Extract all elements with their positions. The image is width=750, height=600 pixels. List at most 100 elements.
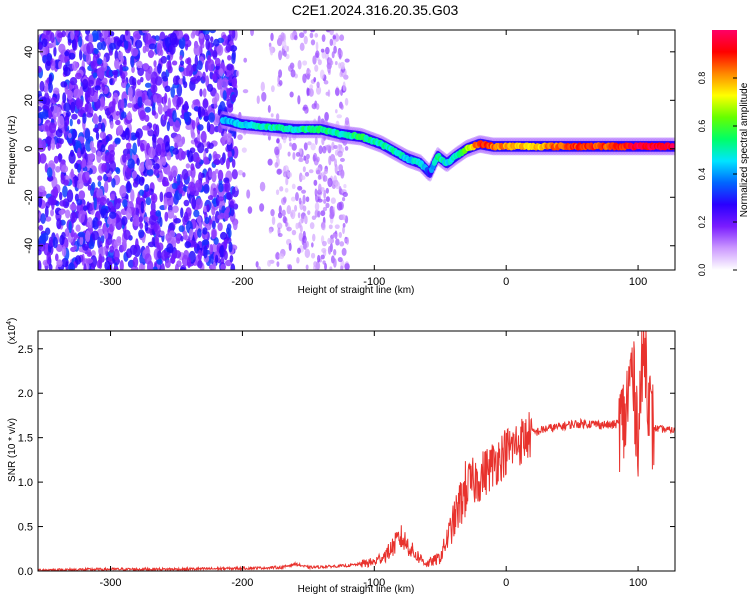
noise-blob	[324, 263, 328, 270]
noise-blob	[183, 110, 190, 123]
noise-blob	[321, 34, 326, 42]
noise-blob	[344, 238, 349, 243]
noise-blob	[302, 235, 307, 244]
noise-blob	[86, 112, 94, 118]
noise-blob	[88, 79, 94, 87]
noise-blob	[172, 147, 179, 155]
noise-blob	[226, 223, 232, 231]
noise-blob	[340, 169, 345, 179]
noise-blob	[340, 214, 347, 221]
noise-blob	[151, 236, 155, 246]
noise-blob	[237, 169, 244, 176]
noise-blob	[277, 233, 283, 238]
noise-blob	[242, 172, 246, 178]
noise-blob	[330, 197, 336, 204]
noise-blob	[56, 259, 63, 268]
noise-blob	[323, 189, 327, 200]
noise-blob	[109, 160, 117, 172]
noise-blob	[138, 164, 145, 173]
noise-blob	[134, 39, 143, 49]
noise-blob	[180, 207, 184, 218]
noise-blob	[137, 96, 143, 108]
noise-blob	[182, 75, 186, 86]
noise-blob	[278, 205, 282, 215]
noise-blob	[131, 170, 138, 179]
noise-blob	[110, 193, 115, 201]
noise-blob	[230, 94, 236, 103]
noise-blob	[222, 90, 227, 101]
noise-blob	[64, 209, 71, 219]
noise-blob	[338, 201, 344, 211]
noise-blob	[335, 181, 341, 190]
noise-blob	[276, 261, 280, 267]
noise-blob	[228, 75, 233, 83]
noise-blob	[294, 204, 298, 212]
noise-blob	[197, 132, 201, 142]
noise-blob	[94, 85, 101, 91]
noise-blob	[45, 30, 53, 42]
noise-blob	[119, 63, 123, 76]
noise-blob	[163, 115, 168, 121]
noise-blob	[270, 85, 275, 93]
noise-blob	[219, 157, 225, 166]
noise-blob	[140, 142, 145, 152]
noise-blob	[342, 226, 345, 235]
noise-blob	[324, 46, 330, 55]
noise-blob	[270, 113, 274, 118]
noise-blob	[153, 222, 158, 233]
noise-blob	[136, 90, 143, 97]
noise-blob	[326, 196, 330, 203]
noise-blob	[70, 30, 75, 41]
noise-blob	[318, 145, 323, 155]
noise-blob	[89, 140, 94, 151]
noise-blob	[52, 236, 58, 249]
noise-blob	[152, 136, 157, 149]
noise-blob	[299, 155, 302, 161]
noise-blob	[295, 191, 299, 202]
noise-blob	[340, 265, 344, 270]
snr-exponent-label: (x104)	[6, 318, 18, 345]
noise-blob	[278, 142, 282, 151]
noise-blob	[290, 212, 294, 218]
spectrogram-frame	[37, 29, 676, 271]
noise-blob	[216, 44, 224, 56]
noise-blob	[210, 253, 214, 265]
noise-blob	[60, 81, 68, 88]
noise-blob	[78, 35, 83, 48]
noise-blob	[116, 125, 124, 136]
noise-blob	[38, 249, 42, 256]
noise-blob	[289, 91, 294, 98]
noise-blob	[220, 263, 227, 270]
noise-blob	[321, 240, 327, 247]
noise-blob	[87, 184, 92, 191]
noise-blob	[172, 110, 177, 123]
noise-blob	[97, 175, 103, 182]
noise-blob	[129, 244, 138, 255]
noise-blob	[38, 260, 42, 270]
noise-blob	[193, 241, 198, 249]
noise-blob	[71, 113, 78, 120]
noise-blob	[316, 81, 320, 88]
noise-blob	[246, 189, 251, 199]
noise-blob	[197, 124, 204, 131]
noise-blob	[304, 171, 310, 177]
noise-blob	[327, 63, 331, 74]
noise-blob	[231, 158, 236, 168]
noise-blob	[155, 210, 162, 217]
noise-blob	[339, 71, 344, 78]
noise-blob	[78, 190, 86, 200]
noise-blob	[202, 71, 206, 82]
noise-blob	[193, 44, 201, 57]
noise-blob	[232, 220, 238, 231]
noise-blob	[339, 157, 345, 163]
noise-blob	[278, 253, 285, 260]
snr-y-ticks: 0.0 0.5 1.0 1.5 2.0 2.5	[18, 344, 675, 578]
noise-blob	[121, 65, 129, 72]
noise-blob	[104, 260, 111, 270]
noise-blob	[175, 238, 181, 244]
noise-blob	[338, 164, 344, 172]
noise-blob	[303, 215, 308, 224]
noise-blob	[288, 136, 292, 142]
noise-blob	[44, 125, 49, 132]
noise-blob	[342, 81, 346, 92]
